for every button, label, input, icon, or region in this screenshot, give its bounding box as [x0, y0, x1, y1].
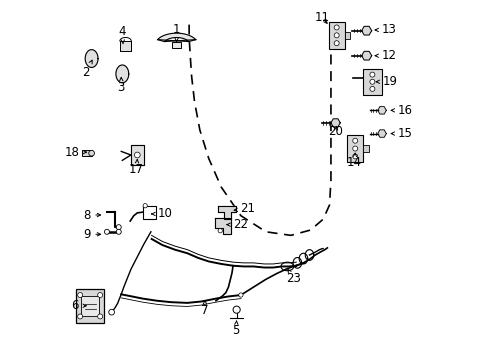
Circle shape [352, 138, 357, 143]
Bar [344, 32, 349, 39]
Circle shape [78, 293, 82, 297]
Bar [363, 145, 368, 152]
Polygon shape [361, 51, 371, 60]
Circle shape [116, 229, 121, 234]
Text: 11: 11 [314, 11, 329, 24]
Circle shape [116, 225, 121, 230]
Polygon shape [377, 107, 386, 114]
Circle shape [352, 146, 357, 151]
Bar [76, 289, 104, 323]
Circle shape [88, 150, 94, 156]
Circle shape [98, 293, 102, 297]
Polygon shape [85, 50, 98, 67]
Polygon shape [361, 26, 371, 35]
Circle shape [369, 86, 374, 91]
Circle shape [134, 152, 140, 158]
Circle shape [233, 306, 240, 313]
Text: 19: 19 [375, 75, 397, 88]
Text: 7: 7 [201, 301, 208, 317]
Polygon shape [330, 119, 340, 127]
Circle shape [143, 203, 147, 208]
Bar [81, 150, 91, 156]
Bar [81, 296, 99, 316]
Text: 5: 5 [232, 321, 239, 337]
Circle shape [104, 229, 109, 234]
Circle shape [352, 154, 357, 159]
Text: 13: 13 [374, 23, 396, 36]
Bar [142, 206, 156, 219]
Polygon shape [157, 33, 195, 42]
Polygon shape [116, 65, 128, 83]
Bar [172, 42, 181, 48]
Polygon shape [218, 206, 236, 219]
Circle shape [369, 79, 374, 84]
Text: 17: 17 [129, 159, 144, 176]
Circle shape [333, 33, 339, 38]
Text: 2: 2 [81, 60, 92, 79]
Circle shape [78, 314, 82, 319]
Text: 4: 4 [118, 25, 126, 44]
Circle shape [98, 314, 102, 319]
Circle shape [108, 309, 114, 315]
Polygon shape [131, 145, 144, 165]
Circle shape [238, 293, 243, 297]
Bar [328, 22, 344, 49]
Bar [363, 68, 381, 95]
Text: 16: 16 [390, 104, 412, 117]
Text: 3: 3 [117, 77, 125, 94]
Text: 9: 9 [82, 228, 101, 241]
Bar [120, 41, 131, 51]
Text: 15: 15 [390, 127, 412, 140]
Text: 6: 6 [71, 299, 86, 312]
Polygon shape [377, 130, 386, 137]
Circle shape [333, 25, 339, 30]
Circle shape [369, 72, 374, 77]
Text: 10: 10 [151, 207, 172, 220]
Text: 21: 21 [234, 202, 255, 215]
Text: 18: 18 [65, 146, 86, 159]
Polygon shape [215, 218, 230, 234]
Text: 12: 12 [374, 49, 396, 62]
Text: 20: 20 [328, 125, 343, 138]
Circle shape [333, 41, 339, 46]
Text: 23: 23 [286, 269, 301, 285]
Text: 1: 1 [173, 23, 180, 42]
Text: 22: 22 [226, 218, 248, 231]
Text: 14: 14 [346, 153, 361, 169]
Text: 8: 8 [83, 208, 101, 221]
Circle shape [218, 229, 222, 233]
Bar [346, 135, 363, 162]
